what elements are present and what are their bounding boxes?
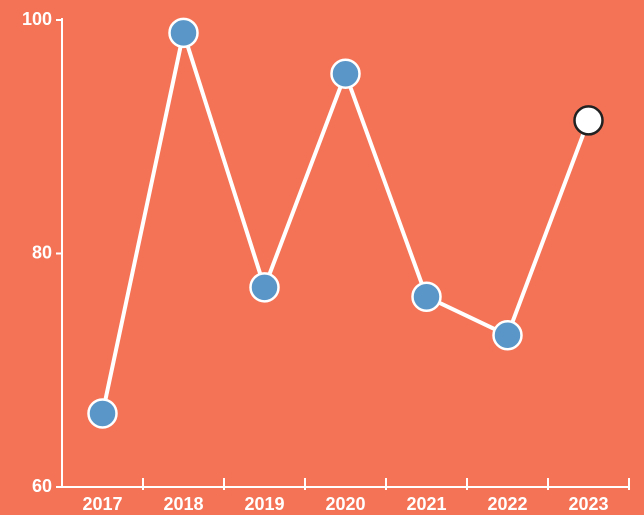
x-tick-label: 2017	[82, 494, 122, 514]
y-tick-label: 100	[22, 9, 52, 29]
marker	[249, 272, 280, 303]
marker	[573, 105, 604, 136]
x-tick-label: 2023	[568, 494, 608, 514]
x-tick-label: 2021	[406, 494, 446, 514]
y-tick-label: 80	[32, 242, 52, 262]
y-tick-label: 60	[32, 476, 52, 496]
x-tick-label: 2020	[325, 494, 365, 514]
marker	[168, 17, 199, 49]
x-tick-label: 2022	[487, 494, 527, 514]
x-tick-label: 2019	[244, 494, 284, 514]
marker	[492, 319, 523, 351]
marker	[330, 58, 361, 89]
marker	[411, 281, 442, 312]
x-tick-label: 2018	[163, 494, 203, 514]
marker	[87, 398, 118, 429]
